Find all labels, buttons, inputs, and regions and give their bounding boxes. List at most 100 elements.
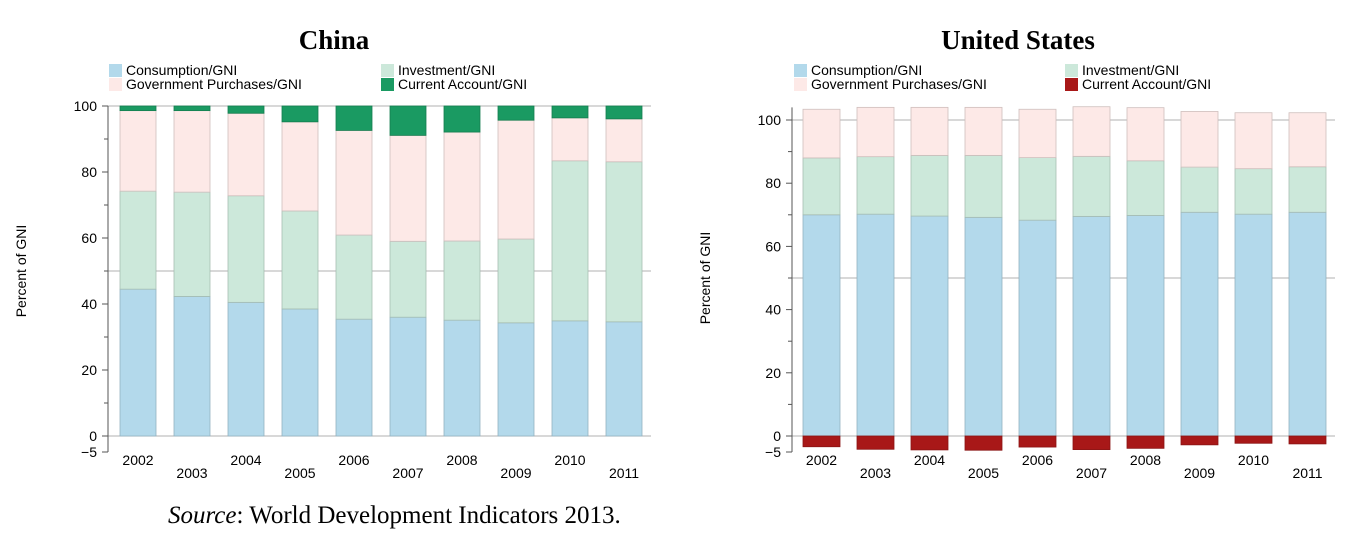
- bar-segment: [802, 214, 841, 437]
- x-tick-label: 2010: [1238, 452, 1269, 468]
- bar-segment: [227, 112, 265, 197]
- chart-united-states: United States Consumption/GNI Investment/G…: [697, 25, 1335, 481]
- bar-segment: [1072, 106, 1111, 157]
- bar-segment: [227, 195, 265, 303]
- bar-segment: [1180, 111, 1219, 168]
- bar-segment: [227, 105, 265, 114]
- y-tick-label: 20: [765, 365, 781, 381]
- y-tick-label: 0: [89, 428, 97, 444]
- legend-label: Investment/GNI: [398, 62, 495, 78]
- x-tick-label: 2005: [284, 465, 315, 481]
- legend-label: Consumption/GNI: [126, 62, 237, 78]
- bar-segment: [1234, 213, 1273, 437]
- x-tick-label: 2008: [1130, 452, 1161, 468]
- bar-segment: [605, 118, 643, 163]
- bar-segment: [335, 318, 373, 437]
- bar-segment: [910, 435, 949, 451]
- bar-segment: [1126, 160, 1165, 216]
- bar-segment: [281, 121, 319, 212]
- bar-segment: [443, 319, 481, 437]
- x-tick-label: 2005: [968, 465, 999, 481]
- legend-swatch: [109, 64, 122, 77]
- y-tick-label: 100: [74, 98, 98, 114]
- bar-segment: [1072, 215, 1111, 437]
- bar-segment: [1126, 107, 1165, 162]
- x-tick-label: 2011: [1292, 465, 1322, 481]
- bar-segment: [1072, 155, 1111, 217]
- x-tick-label: 2006: [338, 452, 369, 468]
- bar-segment: [551, 320, 589, 437]
- bar-segment: [1126, 435, 1165, 449]
- bar-segment: [910, 106, 949, 156]
- bar-segment: [389, 316, 427, 437]
- x-tick-label: 2002: [806, 452, 837, 468]
- bar-segment: [335, 234, 373, 320]
- chart-china: China Consumption/GNI Investment/GNI Govern…: [13, 25, 651, 481]
- y-tick-label: 100: [758, 112, 782, 128]
- bar-segment: [1018, 157, 1057, 221]
- bar-segment: [119, 190, 157, 290]
- legend-swatch: [109, 78, 122, 91]
- bar-segment: [1288, 435, 1327, 445]
- x-tick-label: 2011: [609, 465, 639, 481]
- y-axis-label: Percent of GNI: [697, 232, 713, 325]
- bar-segment: [856, 156, 895, 215]
- source-note: Source: World Development Indicators 201…: [168, 502, 621, 530]
- legend-swatch: [381, 64, 394, 77]
- bar-segment: [910, 215, 949, 437]
- bar-segment: [119, 288, 157, 437]
- bar-segment: [1180, 435, 1219, 446]
- x-tick-label: 2007: [1076, 465, 1107, 481]
- bar-segment: [910, 154, 949, 217]
- y-tick-label: 0: [773, 428, 781, 444]
- bar-segment: [856, 106, 895, 158]
- x-tick-label: 2004: [914, 452, 945, 468]
- bar-segment: [802, 108, 841, 159]
- legend-label: Current Account/GNI: [1082, 76, 1211, 92]
- y-tick-label: 60: [81, 230, 97, 246]
- bar-segment: [443, 131, 481, 242]
- bar-segment: [227, 301, 265, 437]
- bar-segment: [605, 321, 643, 437]
- legend-label: Investment/GNI: [1082, 62, 1179, 78]
- x-tick-label: 2002: [122, 452, 153, 468]
- bar-segment: [1234, 168, 1273, 215]
- bar-segment: [1126, 215, 1165, 437]
- bar-segment: [551, 160, 589, 322]
- source-text: : World Development Indicators 2013.: [236, 502, 621, 529]
- y-tick-label: 60: [765, 238, 781, 254]
- bar-segment: [389, 105, 427, 136]
- bar-segment: [443, 105, 481, 133]
- chart-title: China: [299, 25, 370, 55]
- y-tick-label: 80: [81, 164, 97, 180]
- x-tick-label: 2004: [230, 452, 261, 468]
- bar-segment: [335, 130, 373, 236]
- bar-segment: [389, 240, 427, 318]
- bar-segment: [173, 110, 211, 193]
- legend-swatch: [794, 64, 807, 77]
- x-tick-label: 2009: [500, 465, 531, 481]
- bar-segment: [1234, 112, 1273, 170]
- bar-segment: [856, 435, 895, 450]
- y-tick-label: 40: [81, 296, 97, 312]
- bar-segment: [551, 105, 589, 119]
- bar-segment: [173, 105, 211, 112]
- bar-segment: [281, 210, 319, 310]
- bar-segment: [1288, 211, 1327, 437]
- bar-segment: [443, 240, 481, 321]
- bar-segment: [1288, 112, 1327, 168]
- bar-segment: [389, 134, 427, 242]
- chart-title: United States: [941, 25, 1095, 55]
- bar-segment: [1072, 435, 1111, 450]
- bar-segment: [173, 296, 211, 437]
- bar-segment: [1180, 211, 1219, 437]
- y-tick-label: 80: [765, 175, 781, 191]
- y-axis-label: Percent of GNI: [13, 225, 29, 318]
- bar-segment: [964, 106, 1003, 156]
- bar-segment: [281, 105, 319, 123]
- bar-segment: [856, 213, 895, 437]
- bar-segment: [964, 216, 1003, 437]
- y-tick-label: 40: [765, 302, 781, 318]
